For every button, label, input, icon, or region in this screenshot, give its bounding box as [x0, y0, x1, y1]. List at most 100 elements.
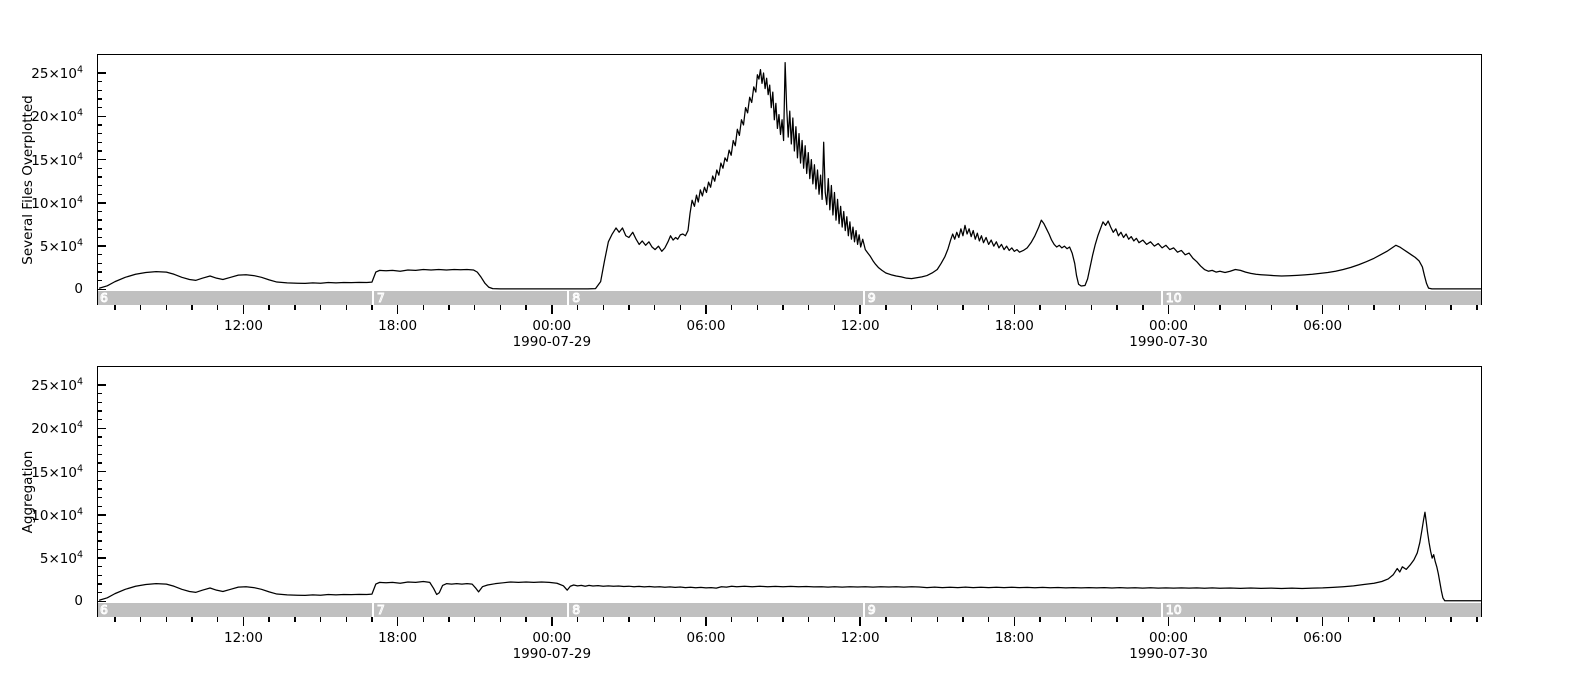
- band-segment-7: 7: [371, 601, 567, 617]
- y-tick-minor: [97, 583, 102, 585]
- x-tick-minor: [1193, 305, 1195, 310]
- x-tick-minor: [139, 617, 142, 622]
- x-tick-minor: [217, 305, 219, 310]
- y-tick-label: 10×104: [31, 194, 83, 212]
- y-tick-minor: [97, 462, 102, 464]
- x-tick-minor: [294, 617, 296, 622]
- x-tick-minor: [474, 617, 476, 622]
- x-tick-time: 06:00: [1303, 630, 1343, 646]
- x-tick-label: 18:00: [995, 630, 1034, 646]
- y-tick-label: 20×104: [31, 107, 83, 126]
- x-tick-minor: [1244, 617, 1247, 622]
- band-segment-label: 7: [376, 601, 385, 617]
- band-segment-8: 8: [567, 603, 863, 617]
- x-tick-minor: [1424, 617, 1427, 622]
- x-tick-time: 12:00: [224, 318, 263, 334]
- x-tick-label: 06:00: [687, 630, 726, 646]
- band-segment-6: 6: [97, 603, 372, 617]
- x-tick-minor: [1399, 617, 1401, 622]
- y-tick-label: 25×104: [31, 64, 83, 82]
- x-tick-minor: [191, 305, 193, 310]
- x-tick-minor: [345, 305, 347, 310]
- x-tick-minor: [1476, 617, 1478, 622]
- x-tick-label: 12:00: [224, 318, 263, 334]
- x-tick-minor: [1065, 617, 1067, 622]
- y-tick-minor: [97, 167, 102, 169]
- x-tick-major: [242, 617, 245, 626]
- x-tick-major: [1321, 305, 1324, 314]
- x-tick-minor: [499, 305, 502, 310]
- y-tick-minor: [97, 228, 102, 230]
- x-tick-minor: [448, 617, 450, 622]
- y-tick-minor: [97, 254, 102, 256]
- x-tick-minor: [422, 305, 425, 310]
- x-tick-minor: [499, 617, 502, 622]
- band-segment-label: 9: [867, 289, 876, 305]
- x-tick-minor: [191, 617, 193, 622]
- x-tick-minor: [1296, 305, 1298, 310]
- x-tick-minor: [1039, 617, 1041, 622]
- x-tick-date: 1990-07-29: [512, 334, 592, 350]
- y-tick-minor: [97, 479, 102, 481]
- x-tick-minor: [756, 617, 759, 622]
- x-tick-label: 06:00: [1303, 630, 1342, 646]
- x-tick-time: 18:00: [994, 630, 1034, 646]
- y-tick-major: [97, 557, 106, 559]
- x-tick-minor: [268, 617, 270, 622]
- x-tick-minor: [576, 617, 579, 622]
- x-tick-minor: [962, 305, 964, 310]
- y-tick-minor: [97, 418, 102, 421]
- y-tick-minor: [97, 106, 102, 109]
- band-segment-8: 8: [567, 291, 863, 305]
- x-tick-minor: [1219, 617, 1221, 622]
- x-tick-minor: [833, 305, 836, 310]
- y-tick-minor: [97, 488, 102, 490]
- y-tick-major: [97, 427, 106, 429]
- x-tick-minor: [1424, 305, 1427, 310]
- x-tick-major: [859, 305, 861, 314]
- x-tick-label: 18:00: [378, 318, 417, 334]
- band-segment-6: 6: [97, 291, 372, 305]
- y-tick-minor: [97, 271, 102, 273]
- y-tick-minor: [97, 210, 102, 213]
- y-tick-label: 25×104: [31, 376, 83, 394]
- x-tick-minor: [602, 305, 604, 310]
- x-tick-minor: [910, 305, 913, 310]
- band-segment-label: 6: [100, 289, 109, 305]
- x-tick-minor: [885, 617, 887, 622]
- x-tick-minor: [165, 305, 168, 310]
- plot-frame-overplotted: [97, 54, 1482, 305]
- x-tick-minor: [1450, 305, 1452, 310]
- y-tick-major: [97, 470, 106, 473]
- x-tick-minor: [1373, 305, 1375, 310]
- x-tick-minor: [1270, 305, 1272, 310]
- x-tick-minor: [474, 305, 476, 310]
- x-tick-time: 18:00: [994, 318, 1034, 334]
- x-tick-minor: [345, 617, 347, 622]
- x-tick-minor: [525, 305, 527, 310]
- x-tick-major: [1321, 617, 1324, 626]
- y-tick-minor: [97, 531, 102, 533]
- x-tick-minor: [1039, 305, 1041, 310]
- y-tick-minor: [97, 496, 102, 499]
- x-tick-minor: [1244, 305, 1247, 310]
- x-tick-minor: [987, 617, 990, 622]
- y-tick-minor: [97, 80, 102, 83]
- y-tick-minor: [97, 98, 102, 100]
- x-tick-minor: [319, 617, 322, 622]
- y-tick-major: [97, 384, 106, 386]
- y-tick-minor: [97, 548, 102, 551]
- x-tick-minor: [1347, 305, 1350, 310]
- x-tick-minor: [987, 305, 990, 310]
- x-tick-major: [242, 305, 245, 314]
- x-tick-minor: [1450, 617, 1452, 622]
- x-tick-major: [396, 617, 399, 626]
- band-segment-10: 10: [1160, 291, 1482, 305]
- activity-band-aggregation: 6 7 8 9 10: [97, 601, 1481, 617]
- y-tick-major: [97, 72, 106, 74]
- x-tick-minor: [165, 617, 168, 622]
- y-tick-major: [97, 158, 106, 161]
- y-tick-minor: [97, 124, 102, 126]
- y-tick-minor: [97, 176, 102, 178]
- x-tick-time: 06:00: [1303, 318, 1343, 334]
